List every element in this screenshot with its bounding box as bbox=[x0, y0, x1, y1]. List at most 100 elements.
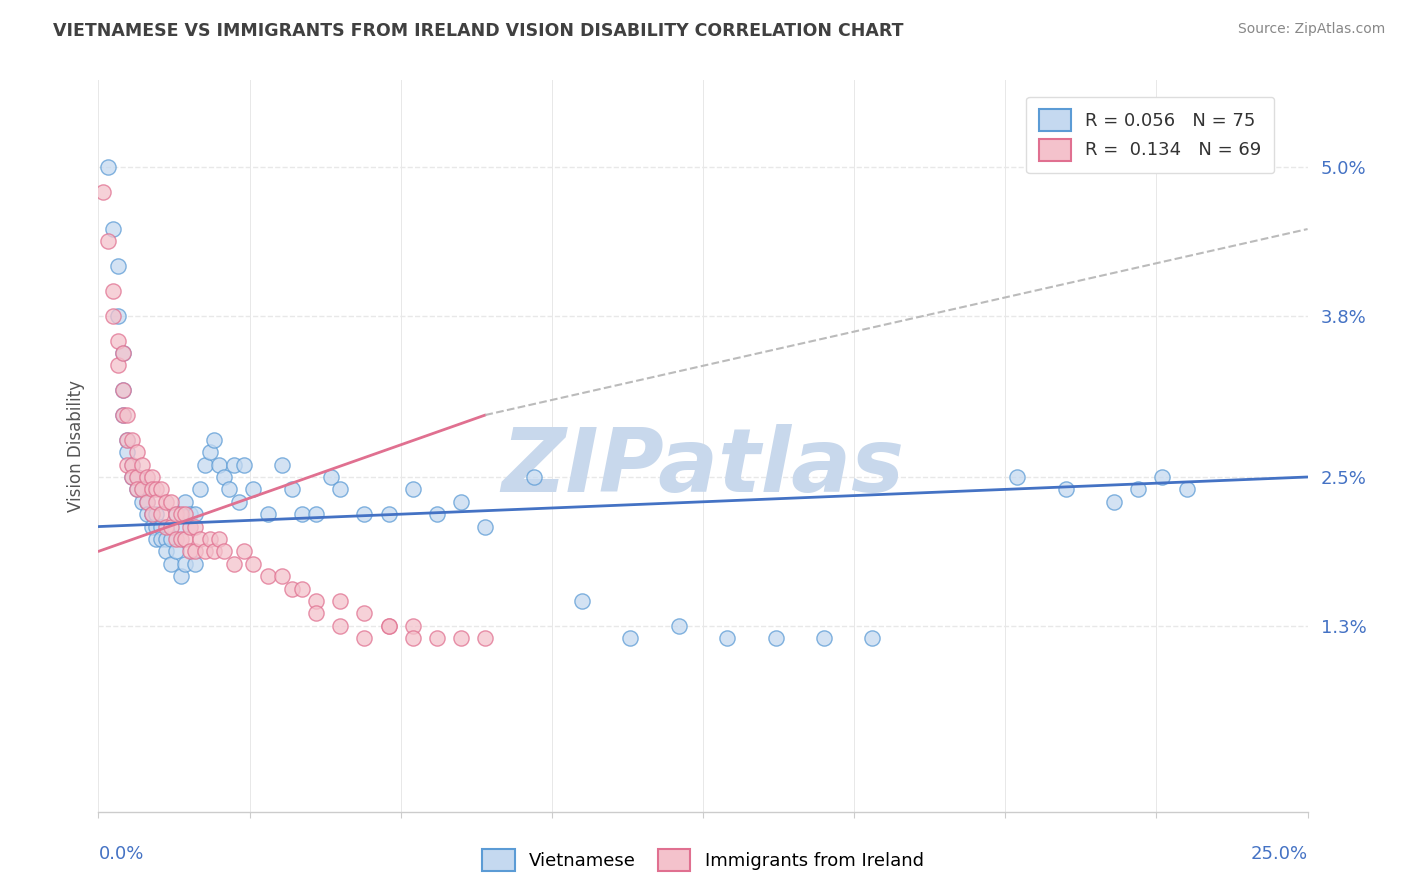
Point bbox=[117, 458, 139, 472]
Point bbox=[523, 470, 546, 484]
Point bbox=[1102, 495, 1125, 509]
Text: 25.0%: 25.0% bbox=[1250, 845, 1308, 863]
Point bbox=[222, 557, 245, 571]
Point bbox=[107, 359, 129, 373]
Point bbox=[188, 532, 211, 546]
Point bbox=[194, 458, 217, 472]
Point bbox=[765, 631, 787, 645]
Point bbox=[319, 470, 342, 484]
Point bbox=[117, 433, 139, 447]
Point bbox=[165, 507, 187, 521]
Point bbox=[174, 557, 197, 571]
Point bbox=[107, 259, 129, 273]
Point bbox=[1152, 470, 1174, 484]
Point bbox=[169, 532, 191, 546]
Point bbox=[474, 631, 496, 645]
Point bbox=[256, 569, 278, 583]
Point bbox=[450, 631, 472, 645]
Point bbox=[204, 544, 226, 558]
Point bbox=[141, 470, 163, 484]
Point bbox=[813, 631, 835, 645]
Text: Source: ZipAtlas.com: Source: ZipAtlas.com bbox=[1237, 22, 1385, 37]
Point bbox=[141, 507, 163, 521]
Point bbox=[127, 445, 149, 459]
Point bbox=[208, 458, 231, 472]
Point bbox=[305, 594, 328, 608]
Point bbox=[111, 408, 134, 422]
Point bbox=[377, 619, 399, 633]
Point bbox=[145, 532, 167, 546]
Point bbox=[242, 557, 264, 571]
Text: ZIPatlas: ZIPatlas bbox=[502, 425, 904, 511]
Point bbox=[155, 519, 177, 533]
Point bbox=[117, 408, 139, 422]
Point bbox=[127, 470, 149, 484]
Point bbox=[174, 495, 197, 509]
Point bbox=[353, 631, 375, 645]
Point bbox=[402, 483, 425, 497]
Point bbox=[145, 483, 167, 497]
Point bbox=[111, 346, 134, 360]
Point bbox=[1175, 483, 1198, 497]
Point bbox=[402, 619, 425, 633]
Point bbox=[141, 507, 163, 521]
Point bbox=[174, 532, 197, 546]
Point bbox=[145, 507, 167, 521]
Point bbox=[117, 433, 139, 447]
Point bbox=[212, 544, 235, 558]
Point bbox=[155, 532, 177, 546]
Point bbox=[218, 483, 240, 497]
Legend: R = 0.056   N = 75, R =  0.134   N = 69: R = 0.056 N = 75, R = 0.134 N = 69 bbox=[1026, 96, 1274, 173]
Point bbox=[121, 470, 143, 484]
Point bbox=[222, 458, 245, 472]
Point bbox=[402, 631, 425, 645]
Point bbox=[271, 458, 294, 472]
Point bbox=[127, 483, 149, 497]
Point bbox=[426, 631, 449, 645]
Point bbox=[135, 470, 157, 484]
Point bbox=[198, 532, 221, 546]
Point bbox=[150, 532, 173, 546]
Point bbox=[474, 519, 496, 533]
Point bbox=[377, 619, 399, 633]
Point bbox=[212, 470, 235, 484]
Point bbox=[281, 582, 304, 596]
Point bbox=[97, 235, 120, 249]
Point bbox=[184, 507, 207, 521]
Point bbox=[121, 433, 143, 447]
Legend: Vietnamese, Immigrants from Ireland: Vietnamese, Immigrants from Ireland bbox=[475, 842, 931, 879]
Point bbox=[228, 495, 250, 509]
Point bbox=[668, 619, 690, 633]
Point bbox=[101, 309, 124, 323]
Point bbox=[101, 284, 124, 298]
Point bbox=[131, 483, 153, 497]
Point bbox=[232, 458, 254, 472]
Point bbox=[160, 532, 183, 546]
Point bbox=[150, 519, 173, 533]
Point bbox=[165, 544, 187, 558]
Point bbox=[860, 631, 883, 645]
Point bbox=[1054, 483, 1077, 497]
Y-axis label: Vision Disability: Vision Disability bbox=[66, 380, 84, 512]
Point bbox=[169, 519, 191, 533]
Point bbox=[131, 483, 153, 497]
Point bbox=[204, 433, 226, 447]
Point bbox=[174, 507, 197, 521]
Point bbox=[179, 544, 201, 558]
Point bbox=[188, 483, 211, 497]
Point bbox=[450, 495, 472, 509]
Text: VIETNAMESE VS IMMIGRANTS FROM IRELAND VISION DISABILITY CORRELATION CHART: VIETNAMESE VS IMMIGRANTS FROM IRELAND VI… bbox=[53, 22, 904, 40]
Point bbox=[117, 445, 139, 459]
Point bbox=[198, 445, 221, 459]
Point bbox=[150, 483, 173, 497]
Point bbox=[121, 458, 143, 472]
Point bbox=[101, 222, 124, 236]
Point bbox=[716, 631, 738, 645]
Point bbox=[160, 557, 183, 571]
Point bbox=[141, 483, 163, 497]
Point bbox=[165, 507, 187, 521]
Point bbox=[329, 483, 352, 497]
Point bbox=[271, 569, 294, 583]
Point bbox=[290, 507, 312, 521]
Point bbox=[1128, 483, 1150, 497]
